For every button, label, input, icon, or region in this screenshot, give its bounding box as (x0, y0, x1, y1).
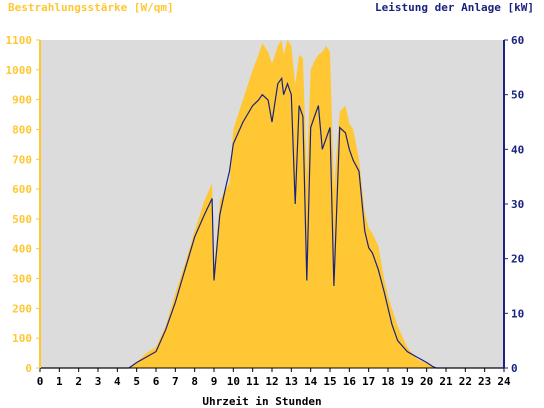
x-tick-label: 17 (362, 375, 375, 388)
x-tick-label: 4 (114, 375, 121, 388)
y-right-tick-label: 60 (511, 34, 524, 47)
y-right-tick-label: 40 (511, 143, 524, 156)
x-tick-label: 13 (285, 375, 298, 388)
x-tick-label: 6 (153, 375, 160, 388)
y-left-tick-label: 200 (12, 302, 32, 315)
x-tick-label: 14 (304, 375, 318, 388)
left-axis-title: Bestrahlungsstärke [W/qm] (8, 1, 174, 14)
y-left-tick-label: 300 (12, 273, 32, 286)
y-left-tick-label: 1000 (6, 64, 33, 77)
y-right-tick-label: 50 (511, 89, 524, 102)
series-irradiance-area (40, 40, 504, 368)
x-tick-label: 5 (133, 375, 140, 388)
y-left-tick-label: 1100 (6, 34, 33, 47)
y-left-tick-label: 100 (12, 332, 32, 345)
x-tick-label: 24 (497, 375, 511, 388)
right-axis-title: Leistung der Anlage [kW] (375, 1, 534, 14)
x-tick-label: 21 (439, 375, 453, 388)
y-right-tick-label: 30 (511, 198, 524, 211)
x-tick-label: 16 (343, 375, 357, 388)
x-tick-label: 10 (227, 375, 240, 388)
series-power-line (40, 76, 504, 369)
y-left-tick-label: 800 (12, 123, 32, 136)
x-tick-label: 0 (37, 375, 44, 388)
x-tick-label: 18 (381, 375, 394, 388)
x-tick-label: 3 (95, 375, 102, 388)
x-tick-label: 1 (56, 375, 63, 388)
y-left-tick-label: 500 (12, 213, 32, 226)
x-tick-label: 12 (265, 375, 278, 388)
x-tick-label: 19 (401, 375, 414, 388)
x-tick-label: 23 (478, 375, 491, 388)
x-tick-label: 11 (246, 375, 260, 388)
x-tick-label: 22 (459, 375, 472, 388)
x-tick-label: 20 (420, 375, 433, 388)
y-right-tick-label: 10 (511, 307, 524, 320)
x-tick-label: 15 (323, 375, 336, 388)
y-left-tick-label: 400 (12, 243, 32, 256)
ticks-layer: 0 1 2 3 4 5 6 7 8 9 10 11 12 13 14 15 16 17 18 19 20 21 22 23 24… (6, 34, 525, 388)
x-axis-title: Uhrzeit in Stunden (202, 395, 321, 408)
x-tick-label: 2 (75, 375, 82, 388)
y-left-tick-label: 0 (25, 362, 32, 375)
y-right-tick-label: 20 (511, 253, 524, 266)
y-left-tick-label: 600 (12, 183, 32, 196)
y-left-tick-label: 900 (12, 94, 32, 107)
y-right-tick-label: 0 (511, 362, 518, 375)
x-tick-label: 9 (211, 375, 218, 388)
x-tick-label: 8 (191, 375, 198, 388)
y-left-tick-label: 700 (12, 153, 32, 166)
x-tick-label: 7 (172, 375, 179, 388)
series-layer (40, 40, 504, 369)
